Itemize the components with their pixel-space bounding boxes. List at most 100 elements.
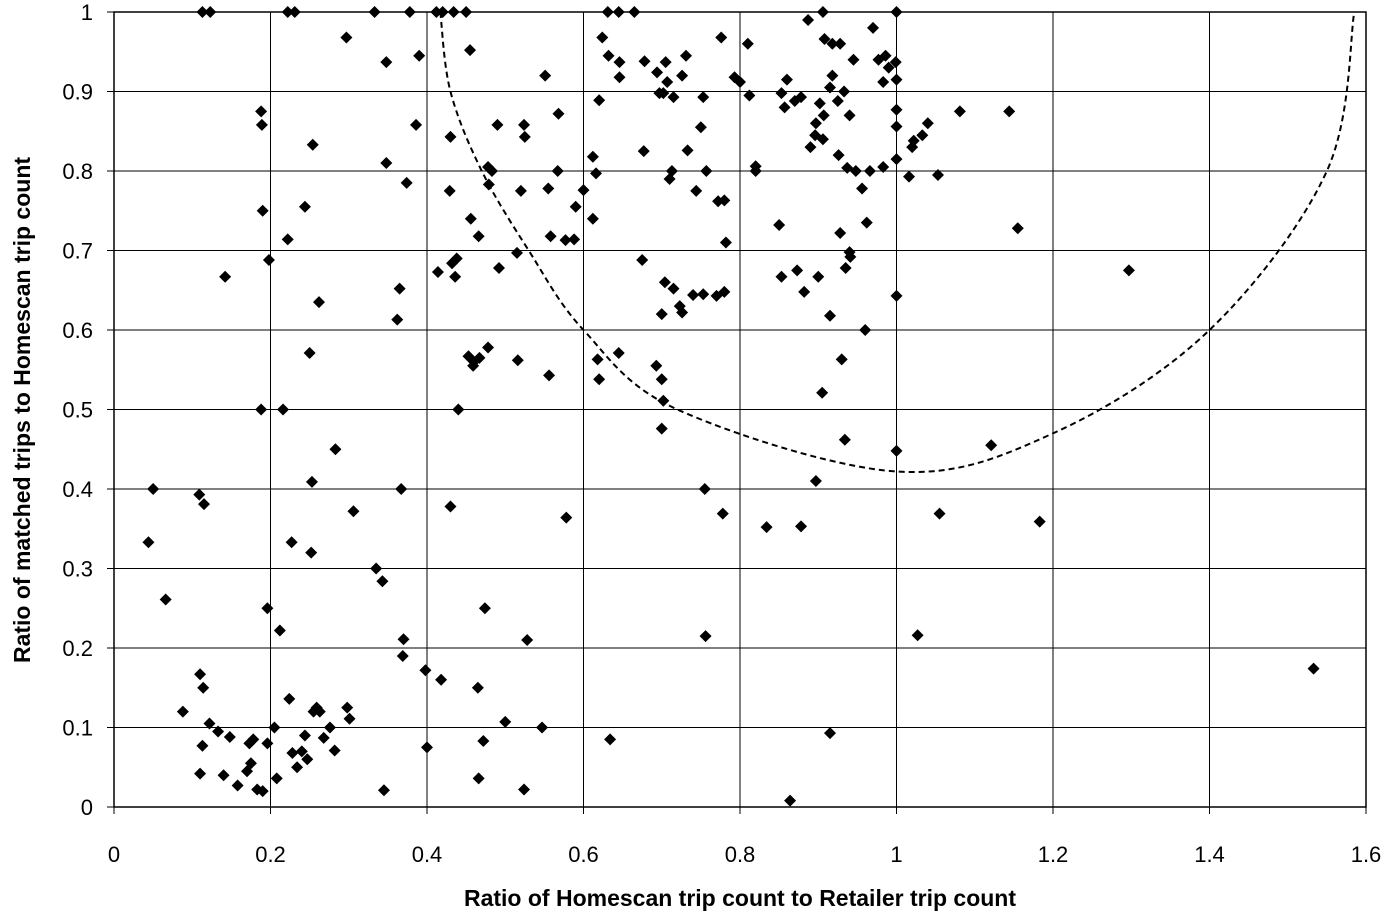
data-point: [826, 69, 839, 82]
data-point: [882, 61, 895, 74]
data-point: [593, 373, 606, 386]
y-tick-label: 0.1: [62, 716, 93, 741]
data-point: [197, 498, 210, 511]
data-point: [839, 261, 852, 274]
data-point: [1011, 222, 1024, 235]
data-point: [916, 129, 929, 142]
data-point: [698, 483, 711, 495]
data-point: [196, 6, 209, 18]
data-point: [521, 634, 534, 647]
data-point: [551, 165, 564, 177]
data-point: [194, 767, 207, 780]
data-point: [586, 212, 599, 225]
data-point: [482, 178, 495, 191]
boundary-curve: [439, 11, 1356, 474]
data-point: [596, 31, 609, 44]
data-point: [256, 785, 269, 798]
data-point: [715, 31, 728, 44]
y-axis-tick-labels: 0 0.1 0.2 0.3 0.4 0.5 0.6 0.7 0.8 0.9 1: [62, 0, 93, 820]
data-point: [784, 794, 797, 807]
data-point: [890, 73, 903, 86]
y-tick-label: 1: [81, 0, 93, 25]
data-point: [261, 737, 274, 750]
data-point: [690, 184, 703, 197]
data-point: [681, 144, 694, 157]
data-point: [877, 75, 890, 88]
data-point: [397, 633, 410, 646]
data-point: [823, 727, 836, 740]
data-point: [485, 165, 498, 177]
data-point: [552, 107, 565, 120]
data-point: [341, 701, 354, 714]
data-point: [391, 313, 404, 326]
y-tick-label: 0.5: [62, 398, 93, 423]
data-point: [283, 692, 296, 705]
data-point: [687, 289, 700, 302]
data-point: [775, 270, 788, 283]
data-point: [450, 252, 463, 265]
data-point: [795, 91, 808, 104]
data-point: [834, 227, 847, 240]
data-point: [268, 721, 281, 734]
data-point: [256, 204, 269, 217]
data-point: [802, 13, 815, 26]
boundary-curve-path: [439, 11, 1356, 474]
data-point: [1122, 264, 1135, 277]
data-point: [444, 500, 457, 513]
data-point: [823, 309, 836, 322]
data-point: [879, 49, 892, 62]
data-point: [255, 105, 268, 118]
data-point: [431, 265, 444, 278]
data-point: [305, 546, 318, 559]
data-point: [760, 521, 773, 534]
data-point: [400, 176, 413, 189]
data-point: [298, 200, 311, 213]
data-point: [661, 75, 674, 88]
x-tick-label: 1.4: [1194, 842, 1225, 867]
data-point: [716, 507, 729, 520]
data-point: [291, 761, 304, 774]
data-point: [985, 439, 998, 452]
data-point: [430, 6, 443, 18]
data-point: [657, 87, 670, 100]
data-point: [435, 673, 448, 686]
data-point: [856, 182, 869, 195]
data-point: [323, 721, 336, 734]
data-point: [813, 97, 826, 110]
data-point: [877, 161, 890, 174]
data-point: [667, 91, 680, 104]
x-tick-label: 1.6: [1351, 842, 1382, 867]
data-point: [638, 55, 651, 68]
data-point: [791, 264, 804, 277]
data-point: [697, 91, 710, 104]
data-point: [743, 89, 756, 102]
data-point: [699, 630, 712, 643]
data-point: [510, 246, 523, 259]
data-point: [577, 184, 590, 197]
data-point: [953, 105, 966, 118]
data-point: [197, 681, 210, 694]
data-point: [831, 95, 844, 108]
x-tick-label: 0.4: [412, 842, 443, 867]
data-point: [305, 475, 318, 488]
data-point: [193, 488, 206, 501]
data-point: [499, 715, 512, 728]
data-point: [277, 403, 290, 416]
y-tick-label: 0.3: [62, 557, 93, 582]
data-point: [734, 75, 746, 88]
data-point: [403, 6, 416, 18]
data-point: [665, 165, 678, 177]
data-point: [347, 505, 360, 518]
data-point: [659, 56, 672, 69]
data-point: [613, 56, 626, 69]
data-point: [890, 153, 903, 166]
data-point: [889, 56, 902, 69]
data-point: [295, 745, 308, 758]
data-point: [613, 71, 626, 84]
data-point: [933, 507, 946, 520]
data-point: [377, 784, 390, 797]
y-tick-label: 0.4: [62, 477, 93, 502]
data-point: [859, 324, 872, 336]
data-point: [890, 103, 903, 116]
